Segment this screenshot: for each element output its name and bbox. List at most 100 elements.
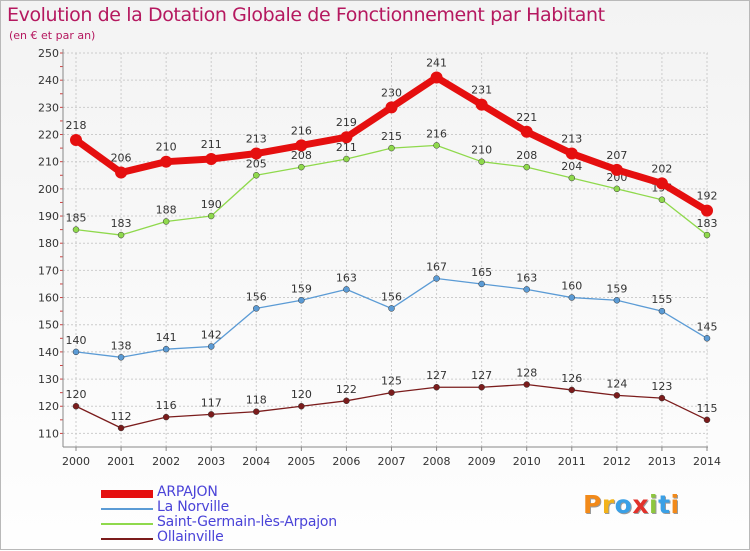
data-label: 145 <box>697 320 718 333</box>
data-label: 185 <box>66 212 87 225</box>
data-point <box>430 71 443 84</box>
data-label: 124 <box>606 377 627 390</box>
y-tick-label: 150 <box>38 319 59 332</box>
data-point <box>207 343 215 350</box>
data-label: 202 <box>651 162 672 175</box>
data-point <box>72 226 80 233</box>
y-tick-label: 130 <box>38 373 59 386</box>
data-label: 207 <box>606 149 627 162</box>
data-label: 216 <box>291 124 312 137</box>
data-point <box>433 383 440 391</box>
data-point <box>568 174 576 182</box>
legend-label: La Norville <box>157 499 229 515</box>
data-point <box>295 139 308 152</box>
data-point <box>72 348 80 356</box>
data-label: 125 <box>381 375 402 388</box>
data-point <box>613 392 621 399</box>
data-label: 215 <box>381 130 402 143</box>
data-label: 206 <box>111 152 132 165</box>
data-point <box>298 297 305 304</box>
legend-swatch <box>101 523 153 525</box>
data-label: 219 <box>336 116 357 129</box>
proxiti-logo: Proxiti <box>583 490 680 519</box>
data-label: 190 <box>201 198 222 211</box>
data-point <box>565 147 578 160</box>
data-label: 120 <box>291 388 312 401</box>
x-tick-label: 2011 <box>558 455 586 468</box>
y-tick-label: 110 <box>38 427 59 440</box>
data-label: 218 <box>66 119 87 132</box>
data-label: 156 <box>381 290 402 303</box>
data-point <box>162 218 170 225</box>
y-tick-label: 170 <box>38 264 59 277</box>
data-label: 213 <box>246 133 267 146</box>
data-point <box>478 158 485 165</box>
data-point <box>703 335 711 342</box>
data-point <box>568 386 576 394</box>
data-point <box>703 416 711 424</box>
y-tick-label: 120 <box>38 400 59 413</box>
data-point <box>658 307 666 315</box>
data-point <box>205 152 218 165</box>
data-point <box>117 354 125 361</box>
data-label: 165 <box>471 266 492 279</box>
legend-label: Ollainville <box>157 529 224 545</box>
data-label: 192 <box>697 190 718 203</box>
data-label: 128 <box>516 367 537 380</box>
data-label: 160 <box>561 280 582 293</box>
y-tick-label: 240 <box>38 74 59 87</box>
data-point <box>568 294 576 301</box>
legend-swatch <box>101 490 153 498</box>
data-point <box>298 402 305 410</box>
data-label: 208 <box>291 149 312 162</box>
data-label: 120 <box>66 388 87 401</box>
x-tick-label: 2010 <box>513 455 541 468</box>
y-tick-label: 180 <box>38 237 59 250</box>
data-label: 163 <box>516 271 537 284</box>
x-tick-label: 2001 <box>107 455 135 468</box>
x-tick-label: 2004 <box>242 455 270 468</box>
data-point <box>388 144 395 152</box>
x-tick-label: 2003 <box>197 455 225 468</box>
x-tick-label: 2013 <box>648 455 676 468</box>
data-label: 183 <box>697 217 718 230</box>
data-label: 118 <box>246 394 267 407</box>
data-point <box>340 131 353 144</box>
data-point <box>523 381 530 388</box>
x-tick-label: 2009 <box>468 455 496 468</box>
data-point <box>523 286 530 293</box>
y-tick-label: 200 <box>38 183 59 196</box>
data-label: 188 <box>156 203 177 216</box>
data-point <box>70 133 82 146</box>
data-label: 117 <box>201 396 222 409</box>
data-label: 216 <box>426 127 447 140</box>
data-point <box>478 383 485 391</box>
data-point <box>162 413 170 421</box>
x-tick-label: 2002 <box>152 455 180 468</box>
data-label: 123 <box>651 380 672 393</box>
x-tick-label: 2007 <box>378 455 406 468</box>
series-arpajon: 218 206 210 211 213 216 219 230 241 231 221 213 207 2… <box>66 56 718 217</box>
chart-subtitle: (en € et par an) <box>9 29 96 42</box>
data-label: 230 <box>381 86 402 99</box>
data-point <box>658 394 666 402</box>
y-tick-label: 160 <box>38 292 59 305</box>
data-point <box>117 424 125 432</box>
data-point <box>207 212 215 220</box>
y-tick-label: 230 <box>38 101 59 114</box>
data-label: 115 <box>697 402 718 415</box>
y-tick-label: 190 <box>38 210 59 223</box>
data-label: 141 <box>156 331 177 344</box>
data-point <box>253 172 260 179</box>
data-label: 231 <box>471 84 492 97</box>
data-label: 204 <box>561 160 582 173</box>
data-label: 159 <box>606 282 627 295</box>
data-point <box>475 98 488 111</box>
data-point <box>388 305 395 312</box>
x-tick-label: 2006 <box>332 455 360 468</box>
legend-label: Saint-Germain-lès-Arpajon <box>157 514 337 530</box>
x-tick-label: 2014 <box>693 455 721 468</box>
